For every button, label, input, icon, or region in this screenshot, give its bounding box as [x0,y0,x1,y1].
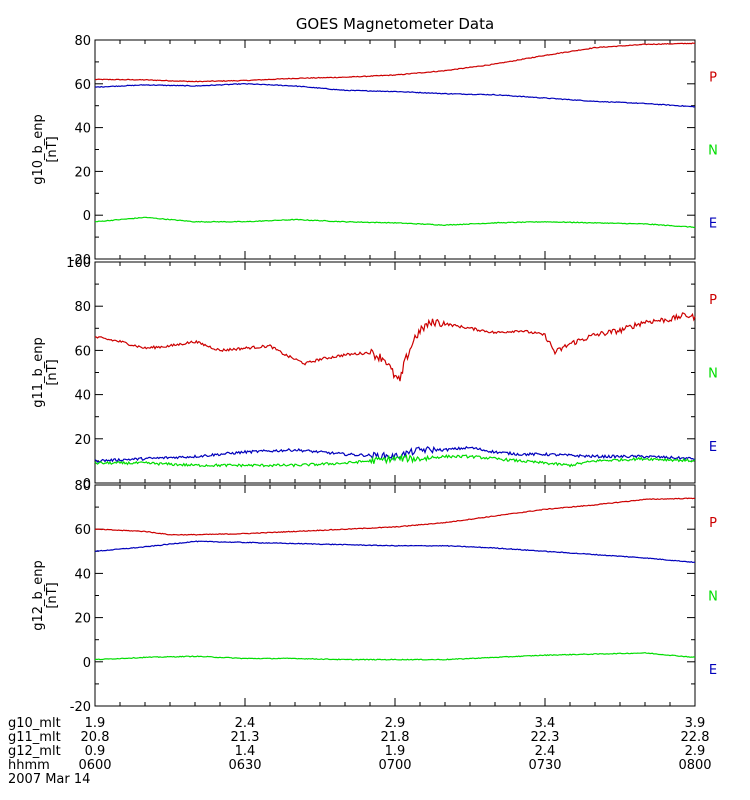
y-tick-label: 20 [74,165,91,180]
y-axis-unit: [nT] [45,359,60,385]
legend-P: P [709,71,717,86]
x-tick-label: 3.4 [535,716,556,731]
x-row-name: hhmm [8,758,50,773]
x-tick-label: 0700 [378,758,411,773]
x-tick-label: 0630 [228,758,261,773]
x-row-name: g12_mlt [8,744,61,759]
y-axis-label: g12_b_enp [31,560,46,631]
chart-title: GOES Magnetometer Data [296,15,494,33]
y-tick-label: -20 [70,700,91,715]
y-axis-label: g11_b_enp [31,337,46,408]
series-line-N [94,651,696,661]
x-axis-labels: g10_mlt 1.9 2.4 2.9 3.4 3.9 g11_mlt 20.8 21.3 21.… [8,716,712,787]
series-line-P [94,312,696,382]
x-row-name: g11_mlt [8,730,61,745]
y-axis-label: g10_b_enp [31,114,46,185]
y-tick-label: 60 [74,523,91,538]
legend-N: N [708,590,718,605]
x-tick-label: 3.9 [685,716,706,731]
panel-frame [94,484,696,707]
series-line-E [94,540,696,564]
y-tick-label: 20 [74,612,91,627]
y-tick-label: 0 [83,209,91,224]
x-tick-label: 0.9 [85,744,106,759]
series-line-P [94,497,696,536]
y-tick-label: 20 [74,433,91,448]
x-tick-label: 0600 [78,758,111,773]
x-tick-label: 2.9 [385,716,406,731]
y-tick-label: 40 [74,122,91,137]
x-tick-label: 2.4 [535,744,556,759]
y-tick-label: 80 [74,300,91,315]
series-line-N [94,216,696,229]
legend-E: E [709,217,717,232]
panel-2: 0 20 40 60 80 100 g11_b_enp [nT] P N E [31,256,718,492]
legend-P: P [709,516,717,531]
y-axis-unit: [nT] [45,582,60,608]
y-tick-label: 40 [74,567,91,582]
legend-E: E [709,440,717,455]
y-axis-unit: [nT] [45,136,60,162]
legend-N: N [708,144,718,159]
x-tick-label: 21.3 [231,730,260,745]
y-tick-label: 80 [74,34,91,49]
x-tick-label: 2.9 [685,744,706,759]
y-tick-label: 100 [66,256,91,271]
y-tick-label: 0 [83,656,91,671]
series-line-N [94,453,696,468]
y-tick-label: -20 [70,253,91,268]
x-tick-label: 22.3 [531,730,560,745]
x-tick-label: 1.9 [85,716,106,731]
panel-1: -20 0 20 40 60 80 g10_b_enp [nT] P N E [31,34,718,268]
x-tick-label: 21.8 [381,730,410,745]
panel-frame [94,261,696,484]
y-tick-label: 60 [74,344,91,359]
series-line-E [94,82,696,108]
legend-P: P [709,293,717,308]
x-tick-label: 0800 [678,758,711,773]
x-tick-label: 20.8 [81,730,110,745]
x-tick-label: 1.4 [235,744,256,759]
y-tick-label: 0 [83,477,91,492]
legend-N: N [708,367,718,382]
x-tick-label: 1.9 [385,744,406,759]
panel-frame [94,39,696,260]
x-row-name: g10_mlt [8,716,61,731]
series-line-P [94,42,696,83]
y-tick-label: 80 [74,479,91,494]
x-tick-label: 0730 [528,758,561,773]
date-label: 2007 Mar 14 [8,772,90,787]
x-tick-label: 2.4 [235,716,256,731]
y-tick-label: 40 [74,389,91,404]
y-tick-label: 60 [74,78,91,93]
x-tick-label: 22.8 [681,730,710,745]
legend-E: E [709,663,717,678]
series-line-E [94,445,695,463]
panel-3: -20 0 20 40 60 80 g12_b_enp [nT] P N E [31,479,718,715]
